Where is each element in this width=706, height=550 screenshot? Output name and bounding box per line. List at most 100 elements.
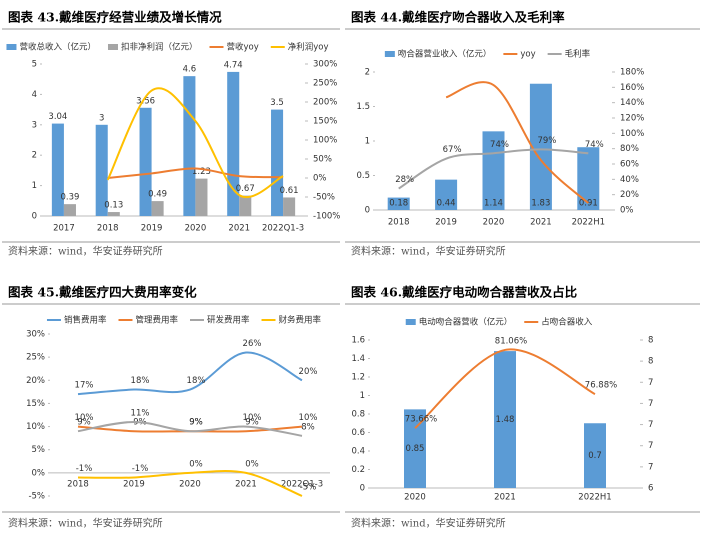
line-value-label: 9%	[245, 418, 259, 428]
y-tick-label: 10%	[26, 422, 45, 432]
legend-swatch	[107, 44, 118, 50]
line-series	[107, 167, 284, 179]
y2-tick-label: 8	[648, 357, 653, 367]
line-series	[445, 81, 589, 204]
y-tick-label: 0	[365, 206, 370, 216]
bar-value-label: 0.49	[148, 190, 167, 200]
line-value-label: -5%	[300, 483, 317, 493]
legend-label: 研发费用率	[207, 315, 250, 326]
y2-tick-label: 300%	[313, 60, 337, 70]
y-tick-label: 5	[32, 60, 37, 70]
bar-value-label: 0.85	[406, 444, 425, 454]
bar-value-label: 4.6	[183, 65, 197, 75]
line-value-label: 74%	[490, 140, 509, 150]
x-tick-label: 2020	[483, 218, 505, 228]
y2-tick-label: 0%	[620, 206, 634, 216]
chart-title: 图表 45.戴维医疗四大费用率变化	[8, 285, 197, 300]
line-value-label: 18%	[131, 376, 150, 386]
bar-value-label: 0.67	[236, 184, 255, 194]
y2-tick-label: -50%	[313, 193, 335, 203]
line-value-label: 10%	[299, 413, 318, 423]
y2-tick-label: 7	[648, 399, 653, 409]
bar	[529, 83, 552, 210]
chart-title: 图表 43.戴维医疗经营业绩及增长情况	[8, 10, 222, 25]
bar-value-label: 0.61	[280, 186, 299, 196]
y2-tick-label: 100%	[620, 129, 644, 139]
legend-label: 净利润yoy	[288, 42, 329, 53]
bar	[51, 123, 64, 216]
y2-tick-label: 200%	[313, 98, 337, 108]
bar	[271, 109, 284, 216]
y-tick-label: 0.2	[351, 465, 365, 475]
legend-label: 销售费用率	[64, 315, 107, 326]
y-tick-label: 0%	[32, 468, 46, 478]
y-tick-label: 0	[32, 212, 37, 222]
bar	[387, 197, 410, 210]
x-tick-label: 2021	[530, 218, 552, 228]
line-value-label: 73.66%	[405, 415, 437, 425]
x-tick-label: 2018	[388, 218, 410, 228]
legend-label: 财务费用率	[279, 315, 322, 326]
bar-value-label: 3.5	[270, 98, 284, 108]
y2-tick-label: 7	[648, 420, 653, 430]
x-tick-label: 2021	[494, 493, 516, 503]
y-tick-label: 0.4	[351, 447, 365, 457]
x-tick-label: 2021	[235, 479, 257, 489]
legend-swatch	[384, 51, 395, 57]
line-value-label: 10%	[243, 413, 262, 423]
x-tick-label: 2021	[228, 224, 250, 234]
legend: 营收总收入（亿元） 扣非净利润（亿元） 营收yoy 净利润yoy	[6, 42, 329, 53]
y-tick-label: 25%	[26, 353, 45, 363]
legend: 吻合器营业收入（亿元） yoy 毛利率	[384, 49, 591, 60]
source-note: 资料来源：wind，华安证券研究所	[8, 517, 163, 530]
bar-value-label: 4.74	[224, 60, 243, 70]
line-value-label: 20%	[299, 367, 318, 377]
y2-tick-label: 0%	[313, 174, 327, 184]
x-tick-label: 2020	[404, 493, 426, 503]
legend-label: 营收总收入（亿元）	[19, 42, 96, 53]
bar-value-label: 0.18	[389, 199, 408, 209]
bar	[435, 179, 458, 210]
x-tick-label: 2018	[67, 479, 89, 489]
y2-tick-label: 120%	[620, 114, 644, 124]
line-series	[398, 148, 589, 190]
x-tick-label: 2019	[123, 479, 145, 489]
y2-tick-label: -100%	[313, 212, 340, 222]
y-tick-label: 0.8	[351, 410, 365, 420]
y-tick-label: 1.6	[351, 336, 365, 346]
bar-value-label: 3	[99, 113, 104, 123]
y-tick-label: 4	[32, 90, 37, 100]
bar	[139, 107, 152, 216]
legend-label: 管理费用率	[135, 315, 178, 326]
bar	[239, 195, 252, 216]
line-series	[106, 87, 284, 199]
y-tick-label: 2	[365, 68, 370, 78]
bar	[404, 409, 426, 488]
x-tick-label: 2022H1	[578, 493, 611, 503]
x-tick-label: 2022Q1-3	[281, 479, 323, 489]
bar	[195, 178, 208, 216]
legend-swatch	[405, 319, 416, 325]
y2-tick-label: 80%	[620, 144, 639, 154]
line-value-label: -1%	[76, 464, 93, 474]
bar	[227, 71, 240, 217]
source-note: 资料来源：wind，华安证券研究所	[351, 245, 506, 258]
y2-tick-label: 100%	[313, 136, 337, 146]
legend-label: 扣非净利润（亿元）	[121, 42, 198, 53]
y2-tick-label: 6	[648, 484, 653, 494]
bar	[151, 201, 164, 216]
y-tick-label: 1.4	[351, 354, 365, 364]
bar	[482, 131, 505, 210]
y-tick-label: 15%	[26, 399, 45, 409]
y-tick-label: 3	[32, 120, 37, 130]
source-note: 资料来源：wind，华安证券研究所	[351, 517, 506, 530]
bar-value-label: 3.04	[48, 112, 67, 122]
y2-tick-label: 20%	[620, 190, 639, 200]
y2-tick-label: 160%	[620, 83, 644, 93]
bar	[183, 76, 196, 216]
line-value-label: 9%	[189, 418, 203, 428]
legend-label: yoy	[520, 50, 535, 60]
